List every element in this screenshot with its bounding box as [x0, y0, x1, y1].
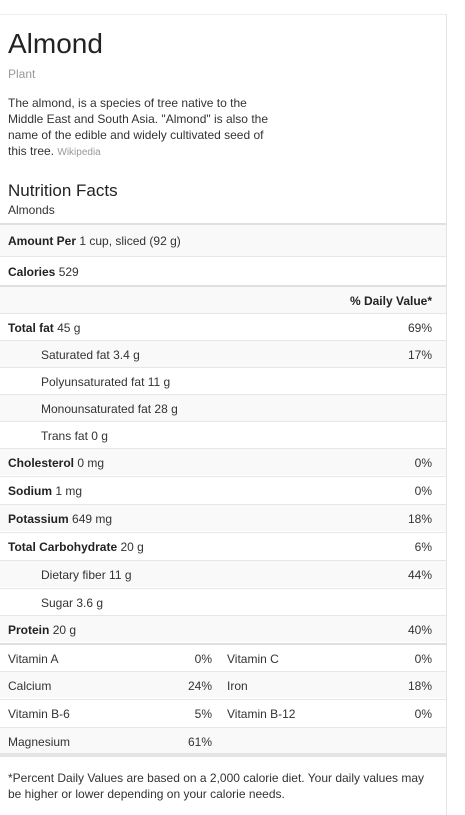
- vitamin-label: Iron: [227, 679, 248, 693]
- nutrient-dv: 40%: [407, 623, 432, 637]
- vitamin-row: Vitamin B-6 5% Vitamin B-12 0%: [0, 699, 446, 726]
- calories-row: Calories 529: [0, 256, 446, 285]
- nutrient-dv: 17%: [407, 348, 432, 362]
- description-text: The almond, is a species of tree native …: [8, 96, 268, 158]
- nutrition-food-name: Almonds: [8, 203, 55, 217]
- nutrient-amount: 1 mg: [55, 484, 83, 498]
- vitamin-dv: 0%: [194, 652, 212, 666]
- vitamin-label: Vitamin C: [227, 652, 279, 666]
- nutrient-label: Trans fat: [41, 429, 88, 443]
- nutrient-dv: 18%: [407, 512, 432, 526]
- footnote: *Percent Daily Values are based on a 2,0…: [8, 771, 425, 801]
- nutrient-label: Total fat: [8, 321, 54, 335]
- vitamin-row: Vitamin A 0% Vitamin C 0%: [0, 643, 446, 670]
- nutrient-row: Protein 20 g 40%: [0, 615, 446, 642]
- nutrient-label: Sugar: [41, 596, 74, 610]
- nutrient-amount: 3.4 g: [113, 348, 140, 362]
- vitamin-dv: 0%: [414, 707, 432, 721]
- nutrient-row: Saturated fat 3.4 g 17%: [0, 340, 446, 367]
- nutrient-amount: 28 g: [154, 402, 178, 416]
- description: The almond, is a species of tree native …: [8, 95, 276, 161]
- nutrient-dv: 6%: [414, 540, 432, 554]
- nutrient-label: Saturated fat: [41, 348, 110, 362]
- nutrient-row: Total fat 45 g 69%: [0, 313, 446, 340]
- vitamin-dv: 18%: [407, 679, 432, 693]
- knowledge-panel-card: Almond Plant The almond, is a species of…: [0, 14, 447, 815]
- nutrient-row: Potassium 649 mg 18%: [0, 504, 446, 531]
- vitamin-dv: 24%: [187, 679, 212, 693]
- amount-per-row[interactable]: Amount Per 1 cup, sliced (92 g): [0, 223, 446, 256]
- vitamin-label: Magnesium: [8, 735, 71, 749]
- vitamin-label: Vitamin B-6: [8, 707, 70, 721]
- nutrient-label: Protein: [8, 623, 50, 637]
- nutrient-dv: 69%: [407, 321, 432, 335]
- vitamin-label: Vitamin A: [8, 652, 59, 666]
- nutrient-dv: 44%: [407, 568, 432, 582]
- nutrient-row: Cholesterol 0 mg 0%: [0, 448, 446, 475]
- wikipedia-link[interactable]: Wikipedia: [57, 147, 101, 158]
- nutrient-amount: 0 mg: [77, 456, 105, 470]
- vitamin-label: Calcium: [8, 679, 52, 693]
- nutrient-label: Dietary fiber: [41, 568, 106, 582]
- nutrient-amount: 11 g: [147, 375, 171, 389]
- divider: [0, 753, 446, 757]
- nutrient-row: Trans fat 0 g: [0, 421, 446, 448]
- entity-type: Plant: [8, 67, 36, 81]
- nutrient-row: Total Carbohydrate 20 g 6%: [0, 532, 446, 559]
- page-title: Almond: [8, 28, 103, 59]
- nutrient-amount: 0 g: [91, 429, 108, 443]
- vitamin-row: Magnesium 61%: [0, 727, 446, 754]
- nutrient-label: Sodium: [8, 484, 52, 498]
- nutrient-label: Potassium: [8, 512, 69, 526]
- vitamin-label: Vitamin B-12: [227, 707, 296, 721]
- nutrient-amount: 20 g: [120, 540, 144, 554]
- nutrient-label: Monounsaturated fat: [41, 402, 152, 416]
- nutrient-dv: 0%: [414, 456, 432, 470]
- nutrient-row: Monounsaturated fat 28 g: [0, 394, 446, 421]
- nutrient-amount: 11 g: [109, 568, 132, 582]
- nutrient-row: Polyunsaturated fat 11 g: [0, 367, 446, 394]
- vitamin-dv: 0%: [414, 652, 432, 666]
- nutrient-dv: 0%: [414, 484, 432, 498]
- nutrient-label: Polyunsaturated fat: [41, 375, 145, 389]
- amount-per-label: Amount Per: [8, 234, 77, 248]
- vitamin-dv: 61%: [187, 735, 212, 749]
- nutrient-amount: 649 mg: [72, 512, 113, 526]
- nutrition-facts-title: Nutrition Facts: [8, 181, 118, 200]
- nutrient-amount: 45 g: [57, 321, 81, 335]
- daily-value-header-row: % Daily Value*: [0, 285, 446, 313]
- nutrient-amount: 20 g: [52, 623, 77, 637]
- calories-label: Calories: [8, 265, 56, 279]
- nutrient-row: Dietary fiber 11 g 44%: [0, 560, 446, 587]
- nutrient-amount: 3.6 g: [76, 596, 104, 610]
- nutrient-label: Total Carbohydrate: [8, 540, 118, 554]
- nutrient-label: Cholesterol: [8, 456, 75, 470]
- nutrient-row: Sugar 3.6 g: [0, 588, 446, 615]
- daily-value-header: % Daily Value*: [349, 294, 432, 308]
- vitamin-row: Calcium 24% Iron 18%: [0, 671, 446, 698]
- vitamin-dv: 5%: [194, 707, 212, 721]
- nutrient-row: Sodium 1 mg 0%: [0, 476, 446, 503]
- serving-size-dropdown[interactable]: 1 cup, sliced (92 g): [79, 234, 181, 248]
- calories-value: 529: [58, 265, 79, 279]
